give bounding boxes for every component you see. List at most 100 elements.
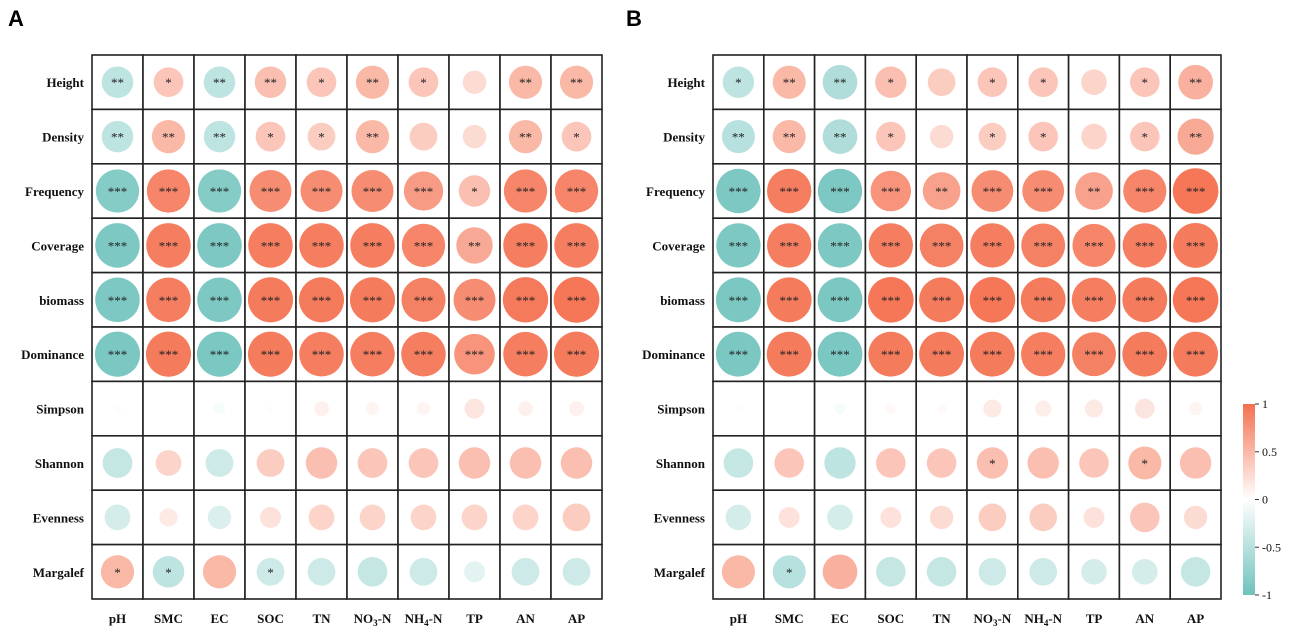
correlation-circle	[969, 276, 1016, 323]
row-label: Margalef	[654, 565, 706, 580]
correlation-circle	[868, 223, 913, 268]
cell-b-0-9: **	[1169, 54, 1222, 111]
column-label: AP	[1187, 611, 1204, 626]
significance-mark: ***	[108, 184, 128, 199]
correlation-circle	[767, 223, 812, 268]
cell-b-0-6: *	[1016, 54, 1070, 111]
cell-a-8-3	[244, 489, 297, 546]
correlation-circle	[1180, 557, 1211, 587]
cell-b-4-8: ***	[1118, 271, 1172, 328]
correlation-circle	[197, 169, 242, 213]
cell-b-0-4	[915, 54, 968, 111]
correlation-circle	[875, 66, 907, 98]
cell-a-1-4: *	[295, 108, 348, 165]
cell-a-1-1: **	[142, 108, 195, 165]
column-label: TN	[312, 611, 331, 626]
cell-b-6-8	[1118, 380, 1172, 437]
cell-a-4-6: ***	[397, 271, 450, 328]
significance-mark: ***	[567, 347, 587, 362]
cell-a-2-0: ***	[91, 163, 144, 220]
cell-a-7-3	[244, 434, 297, 491]
correlation-circle	[569, 401, 584, 417]
cell-a-8-4	[295, 489, 348, 546]
cell-b-3-5: ***	[966, 217, 1019, 274]
cell-b-7-1	[762, 434, 816, 491]
cell-b-2-0: ***	[712, 163, 765, 220]
significance-mark: ***	[312, 293, 332, 308]
correlation-circle	[1128, 446, 1162, 480]
cell-a-6-9	[550, 380, 603, 437]
cell-b-8-6	[1016, 489, 1070, 546]
column-label: TN	[933, 611, 952, 626]
significance-mark: *	[267, 565, 274, 580]
cell-a-8-1	[142, 489, 195, 546]
column-label: NO3-N	[354, 611, 392, 628]
correlation-circle	[416, 401, 431, 416]
correlation-circle	[553, 331, 600, 377]
cell-a-2-3: ***	[244, 163, 297, 220]
significance-mark: ***	[363, 238, 383, 253]
significance-mark: *	[165, 75, 172, 90]
cell-a-6-0	[91, 380, 144, 437]
cell-a-1-8: **	[499, 108, 552, 165]
cell-b-6-7	[1067, 380, 1121, 437]
cell-b-9-6	[1016, 543, 1070, 600]
significance-mark: ***	[465, 293, 485, 308]
row-label: biomass	[39, 293, 84, 308]
significance-mark: ***	[729, 184, 749, 199]
colorbar-tick-label: -1	[1262, 588, 1272, 602]
correlation-circle	[112, 403, 123, 414]
correlation-panel-b: * ** ** * * * * **** ** ** * * * * ***** *** *** *** ** ***…	[642, 54, 1222, 628]
correlation-circle	[256, 557, 285, 586]
cell-b-6-3	[864, 380, 918, 437]
correlation-circle	[1122, 331, 1168, 377]
cell-b-9-9	[1169, 543, 1222, 600]
cell-a-2-2: ***	[193, 163, 246, 220]
correlation-circle	[355, 119, 390, 154]
row-label: Margalef	[33, 565, 85, 580]
row-label: Evenness	[33, 510, 84, 525]
cell-a-9-5	[346, 543, 399, 600]
cell-a-0-8: **	[499, 54, 552, 111]
correlation-circle	[503, 169, 548, 213]
correlation-circle	[562, 557, 591, 586]
significance-mark: ***	[1135, 347, 1155, 362]
significance-mark: ***	[108, 293, 128, 308]
row-label: Simpson	[657, 402, 705, 417]
cell-a-0-7	[448, 54, 501, 111]
cell-b-5-0: ***	[712, 326, 765, 383]
column-label: NO3-N	[974, 611, 1012, 628]
cell-b-1-6: *	[1016, 108, 1070, 165]
correlation-circle	[462, 70, 487, 94]
colorbar-tick-label: 0	[1262, 493, 1268, 507]
cell-a-9-1: *	[142, 543, 195, 600]
correlation-circle	[553, 276, 600, 323]
significance-mark: ***	[881, 238, 901, 253]
correlation-circle	[298, 277, 345, 323]
cell-b-0-3: *	[864, 54, 918, 111]
cell-b-0-2: **	[813, 54, 867, 111]
cell-a-1-6	[397, 108, 450, 165]
significance-mark: **	[1189, 130, 1202, 145]
cell-b-5-2: ***	[813, 326, 867, 383]
panel-label-b: B	[626, 6, 642, 31]
cell-b-5-7: ***	[1067, 326, 1121, 383]
cell-b-6-9	[1169, 380, 1222, 437]
cell-a-5-9: ***	[550, 326, 603, 383]
significance-mark: ***	[1135, 238, 1155, 253]
significance-mark: ***	[729, 238, 749, 253]
column-label: AN	[516, 611, 535, 626]
significance-mark: **	[1088, 184, 1101, 199]
cell-b-2-7: **	[1067, 163, 1121, 220]
significance-mark: ***	[363, 347, 383, 362]
significance-mark: **	[1189, 75, 1202, 90]
cell-a-3-7: **	[448, 217, 501, 274]
row-label: Simpson	[36, 402, 84, 417]
significance-mark: ***	[210, 238, 230, 253]
cell-b-7-7	[1067, 434, 1121, 491]
significance-mark: *	[318, 130, 325, 145]
correlation-circle	[409, 557, 438, 586]
significance-mark: **	[783, 75, 796, 90]
correlation-circle	[716, 223, 761, 268]
